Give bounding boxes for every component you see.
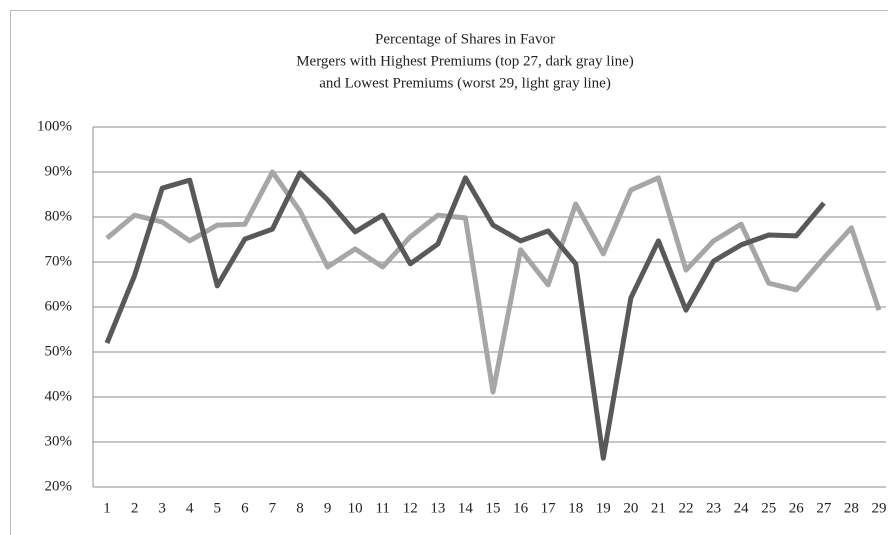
x-tick-label: 3 (158, 500, 166, 516)
x-tick-label: 19 (596, 500, 611, 516)
x-tick-label: 20 (623, 500, 638, 516)
x-tick-label: 23 (706, 500, 721, 516)
x-tick-label: 27 (816, 500, 832, 516)
x-tick-label: 21 (651, 500, 666, 516)
chart-subtitle: and Lowest Premiums (worst 29, light gra… (319, 75, 611, 91)
x-tick-label: 28 (844, 500, 859, 516)
x-tick-label: 10 (348, 500, 363, 516)
chart-subtitle: Mergers with Highest Premiums (top 27, d… (296, 53, 634, 69)
x-tick-label: 22 (679, 500, 694, 516)
x-tick-label: 9 (324, 500, 332, 516)
y-tick-label: 70% (45, 253, 73, 269)
x-tick-label: 26 (789, 500, 805, 516)
x-tick-label: 7 (269, 500, 277, 516)
y-tick-label: 90% (45, 163, 73, 179)
x-tick-label: 8 (296, 500, 304, 516)
chart-title: Percentage of Shares in Favor (375, 31, 555, 47)
x-tick-label: 16 (513, 500, 529, 516)
x-tick-label: 25 (761, 500, 776, 516)
x-tick-label: 17 (541, 500, 557, 516)
data-line (104, 170, 826, 461)
y-tick-label: 80% (45, 208, 73, 224)
x-tick-label: 24 (734, 500, 750, 516)
x-tick-label: 6 (241, 500, 249, 516)
x-tick-label: 13 (430, 500, 445, 516)
x-tick-label: 18 (568, 500, 583, 516)
x-tick-label: 14 (458, 500, 474, 516)
x-tick-label: 2 (131, 500, 139, 516)
x-tick-label: 1 (103, 500, 111, 516)
y-tick-label: 30% (45, 433, 73, 449)
x-tick-label: 15 (486, 500, 501, 516)
x-tick-label: 12 (403, 500, 418, 516)
x-tick-label: 29 (872, 500, 887, 516)
y-tick-label: 20% (45, 478, 73, 494)
y-tick-label: 50% (45, 343, 73, 359)
x-tick-label: 4 (186, 500, 194, 516)
chart-frame (10, 10, 888, 535)
x-tick-label: 11 (375, 500, 389, 516)
x-tick-label: 5 (214, 500, 222, 516)
y-tick-label: 60% (45, 298, 73, 314)
y-tick-label: 100% (37, 118, 72, 134)
y-tick-label: 40% (45, 388, 73, 404)
data-line (105, 169, 882, 395)
